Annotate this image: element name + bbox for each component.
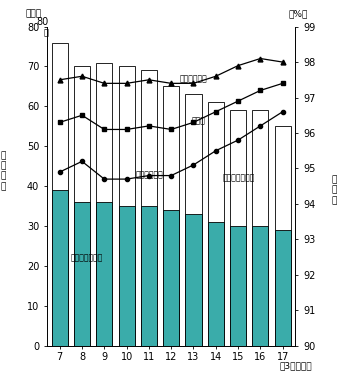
Bar [208, 222, 224, 346]
Text: 卒業者数（女）: 卒業者数（女） [222, 174, 255, 183]
Bar [230, 110, 246, 346]
Text: 進学率（男）: 進学率（男） [136, 170, 163, 179]
Text: 年3月卒業者: 年3月卒業者 [279, 361, 312, 370]
Bar [96, 62, 112, 346]
Bar [252, 110, 268, 346]
Bar [141, 70, 157, 346]
Bar [275, 126, 291, 346]
Bar [163, 210, 179, 346]
Text: （%）: （%） [288, 10, 308, 19]
Bar [119, 206, 135, 346]
Bar [119, 66, 135, 346]
Text: 卒業者数（男）: 卒業者数（男） [71, 253, 103, 263]
Bar [96, 202, 112, 346]
Bar [141, 206, 157, 346]
Bar [52, 43, 68, 346]
Bar [52, 190, 68, 346]
Bar [275, 230, 291, 346]
Bar [74, 66, 90, 346]
Bar [185, 94, 201, 346]
Text: 進学率（女）: 進学率（女） [180, 74, 208, 84]
Bar [208, 102, 224, 346]
Text: 80: 80 [36, 17, 48, 27]
Bar [230, 226, 246, 346]
Bar [74, 202, 90, 346]
Bar [252, 226, 268, 346]
Bar [163, 87, 179, 346]
Text: 千: 千 [43, 28, 48, 38]
Text: （人）: （人） [26, 10, 42, 19]
Text: 進学率: 進学率 [191, 116, 205, 125]
Text: 進
学
率: 進 学 率 [331, 175, 337, 205]
Bar [185, 214, 201, 346]
Text: 卒
業
者
数: 卒 業 者 数 [1, 151, 6, 191]
